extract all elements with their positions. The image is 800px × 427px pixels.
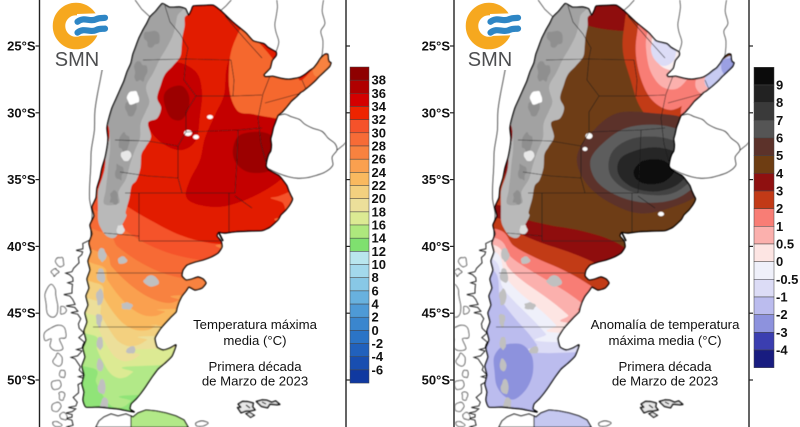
svg-text:8: 8	[776, 95, 783, 110]
svg-text:10: 10	[372, 257, 386, 272]
svg-text:35°S: 35°S	[7, 172, 36, 187]
svg-text:-3: -3	[776, 325, 788, 340]
svg-text:2: 2	[776, 201, 783, 216]
svg-text:de Marzo de 2023: de Marzo de 2023	[612, 374, 718, 389]
svg-text:40°S: 40°S	[7, 239, 36, 254]
svg-text:máxima media (°C): máxima media (°C)	[609, 333, 722, 348]
svg-text:9: 9	[776, 78, 783, 93]
svg-text:45°S: 45°S	[7, 306, 36, 321]
svg-text:36: 36	[372, 86, 386, 101]
svg-text:35°S: 35°S	[422, 172, 451, 187]
svg-text:18: 18	[372, 204, 386, 219]
svg-text:22: 22	[372, 178, 386, 193]
svg-text:7: 7	[776, 113, 783, 128]
svg-text:SMN: SMN	[55, 49, 99, 71]
svg-text:Anomalía de temperatura: Anomalía de temperatura	[591, 317, 740, 332]
svg-text:4: 4	[372, 297, 380, 312]
svg-text:4: 4	[776, 166, 784, 181]
svg-text:5: 5	[776, 148, 783, 163]
svg-text:28: 28	[372, 139, 386, 154]
svg-text:Primera década: Primera década	[618, 359, 712, 374]
svg-text:Primera década: Primera década	[208, 359, 302, 374]
svg-text:26: 26	[372, 152, 386, 167]
svg-text:-1: -1	[776, 290, 788, 305]
svg-text:-2: -2	[372, 336, 384, 351]
svg-text:SMN: SMN	[468, 49, 512, 71]
svg-text:-0.5: -0.5	[776, 272, 798, 287]
svg-text:32: 32	[372, 112, 386, 127]
svg-text:2: 2	[372, 310, 379, 325]
svg-text:-4: -4	[372, 349, 384, 364]
svg-text:de Marzo de 2023: de Marzo de 2023	[202, 374, 308, 389]
svg-text:3: 3	[776, 184, 783, 199]
svg-text:20: 20	[372, 191, 386, 206]
svg-text:8: 8	[372, 270, 379, 285]
svg-text:24: 24	[372, 165, 387, 180]
svg-text:40°S: 40°S	[422, 239, 451, 254]
svg-text:50°S: 50°S	[422, 373, 451, 388]
svg-text:media (°C): media (°C)	[223, 333, 286, 348]
svg-text:0.5: 0.5	[776, 237, 794, 252]
svg-text:-2: -2	[776, 307, 788, 322]
svg-text:-6: -6	[372, 362, 384, 377]
svg-text:14: 14	[372, 231, 387, 246]
svg-text:25°S: 25°S	[7, 39, 36, 54]
svg-text:30°S: 30°S	[422, 105, 451, 120]
svg-text:6: 6	[372, 283, 379, 298]
svg-text:12: 12	[372, 244, 386, 259]
svg-text:0: 0	[372, 323, 379, 338]
svg-text:25°S: 25°S	[422, 39, 451, 54]
svg-text:1: 1	[776, 219, 783, 234]
svg-text:6: 6	[776, 131, 783, 146]
svg-text:45°S: 45°S	[422, 306, 451, 321]
svg-text:38: 38	[372, 73, 386, 88]
svg-text:0: 0	[776, 254, 783, 269]
svg-text:16: 16	[372, 218, 386, 233]
svg-text:30: 30	[372, 125, 386, 140]
svg-text:34: 34	[372, 99, 387, 114]
svg-text:Temperatura máxima: Temperatura máxima	[193, 317, 318, 332]
svg-text:-4: -4	[776, 343, 788, 358]
svg-text:50°S: 50°S	[7, 373, 36, 388]
svg-text:30°S: 30°S	[7, 105, 36, 120]
